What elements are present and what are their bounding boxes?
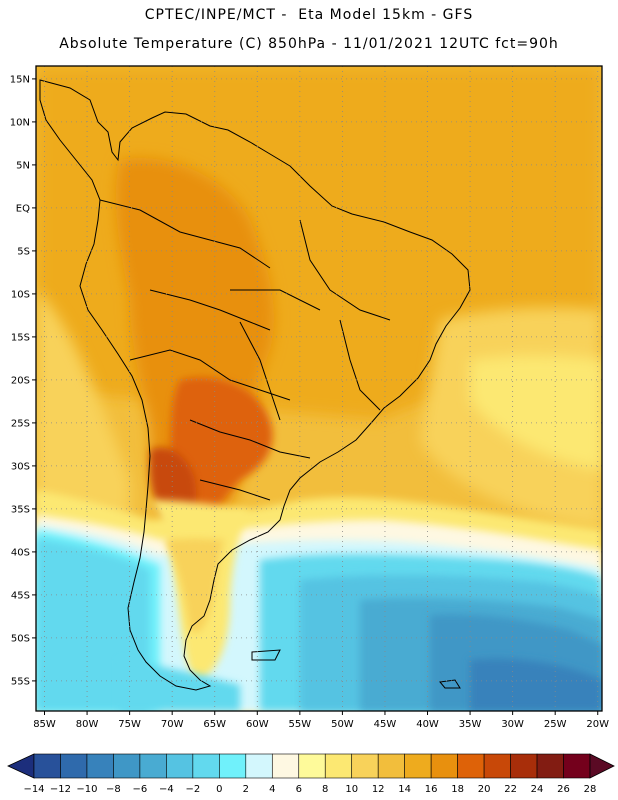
continent-outline bbox=[39, 79, 471, 691]
colorbar-tick-label: −14 bbox=[23, 784, 44, 795]
colorbar-tick-label: 10 bbox=[345, 784, 358, 795]
colorbar-tick-label: −12 bbox=[50, 784, 71, 795]
lat-label: 5N bbox=[16, 160, 30, 171]
colorbar-tick-label: −8 bbox=[106, 784, 121, 795]
colorbar-cell bbox=[245, 753, 273, 779]
lon-label: 60W bbox=[246, 719, 269, 730]
colorbar-cell bbox=[483, 753, 511, 779]
colorbar-tick-label: 0 bbox=[216, 784, 222, 795]
colorbar-tick-label: 16 bbox=[425, 784, 438, 795]
lat-label: EQ bbox=[16, 203, 30, 214]
lat-label: 30S bbox=[11, 461, 30, 472]
colorbar-cell bbox=[298, 753, 326, 779]
colorbar-cell bbox=[86, 753, 114, 779]
lon-label: 50W bbox=[331, 719, 354, 730]
lon-label: 65W bbox=[203, 719, 226, 730]
lat-label: 10N bbox=[10, 117, 30, 128]
lat-label: 5S bbox=[17, 246, 30, 257]
colorbar-cell bbox=[351, 753, 379, 779]
colorbar-tick-label: −6 bbox=[133, 784, 148, 795]
lon-label: 40W bbox=[416, 719, 439, 730]
lat-label: 40S bbox=[11, 547, 30, 558]
colorbar-cell bbox=[271, 753, 300, 779]
colorbar-cell bbox=[166, 753, 194, 779]
colorbar-cell bbox=[404, 753, 432, 779]
lon-label: 45W bbox=[374, 719, 397, 730]
colorbar-tick-label: 12 bbox=[372, 784, 385, 795]
colorbar-cell bbox=[219, 753, 247, 779]
lon-label: 35W bbox=[459, 719, 482, 730]
colorbar-cell bbox=[563, 753, 591, 779]
colorbar-cell bbox=[113, 753, 141, 779]
map-title-line-2: Absolute Temperature (C) 850hPa - 11/01/… bbox=[59, 36, 559, 52]
colorbar-tick-label: 8 bbox=[322, 784, 328, 795]
colorbar-cell bbox=[457, 753, 485, 779]
lon-label: 75W bbox=[118, 719, 141, 730]
temperature-map: 15N 10N 5N EQ 5S 10S 15S 20S 25S 30S 35S 40S 45S 50S 5… bbox=[10, 65, 609, 730]
colorbar-tick-label: −10 bbox=[76, 784, 97, 795]
colorbar-tick-label: 24 bbox=[531, 784, 544, 795]
colorbar-cell bbox=[430, 753, 458, 779]
colorbar-tick-label: 6 bbox=[296, 784, 302, 795]
lon-label: 80W bbox=[76, 719, 99, 730]
latitude-labels: 15N 10N 5N EQ 5S 10S 15S 20S 25S 30S 35S 40S 45S 50S 5… bbox=[10, 74, 36, 687]
colorbar-cell bbox=[139, 753, 167, 779]
colorbar-cell bbox=[33, 753, 61, 779]
lat-label: 10S bbox=[11, 289, 30, 300]
colorbar-right-arrow bbox=[589, 753, 615, 779]
colorbar-tick-label: 2 bbox=[243, 784, 249, 795]
lat-label: 25S bbox=[11, 418, 30, 429]
colorbar-tick-label: −2 bbox=[185, 784, 200, 795]
lat-label: 50S bbox=[11, 633, 30, 644]
lat-label: 45S bbox=[11, 590, 30, 601]
colorbar-tick-label: 26 bbox=[557, 784, 570, 795]
colorbar-tick-label: 4 bbox=[269, 784, 275, 795]
colorbar-tick-label: 22 bbox=[504, 784, 517, 795]
colorbar-tick-label: −4 bbox=[159, 784, 174, 795]
lat-label: 15N bbox=[10, 74, 30, 85]
lat-label: 15S bbox=[11, 332, 30, 343]
colorbar: −14 −12 −10 −8 −6 −4 −2 0 2 4 6 8 10 12 14 16 18 20 22 24 26… bbox=[7, 753, 615, 795]
longitude-labels: 85W 80W 75W 70W 65W 60W 55W 50W 45W 40W 35W 30W 25W 2… bbox=[33, 711, 609, 730]
lat-label: 20S bbox=[11, 375, 30, 386]
colorbar-cell bbox=[60, 753, 88, 779]
colorbar-cell bbox=[510, 753, 538, 779]
plot-frame bbox=[35, 65, 603, 712]
colorbar-tick-label: 20 bbox=[478, 784, 491, 795]
colorbar-tick-label: 28 bbox=[584, 784, 597, 795]
lon-label: 30W bbox=[501, 719, 524, 730]
colorbar-cell bbox=[536, 753, 564, 779]
temperature-field bbox=[36, 66, 602, 711]
colorbar-left-arrow bbox=[7, 753, 35, 779]
colorbar-cell bbox=[192, 753, 220, 779]
lon-label: 55W bbox=[289, 719, 312, 730]
lon-label: 20W bbox=[586, 719, 609, 730]
lon-label: 70W bbox=[161, 719, 184, 730]
lon-label: 85W bbox=[33, 719, 56, 730]
lat-label: 55S bbox=[11, 676, 30, 687]
map-title-line-1: CPTEC/INPE/MCT - Eta Model 15km - GFS bbox=[144, 7, 474, 23]
colorbar-cell bbox=[377, 753, 405, 779]
colorbar-tick-label: 14 bbox=[398, 784, 411, 795]
lon-label: 25W bbox=[544, 719, 567, 730]
colorbar-cell bbox=[324, 753, 353, 779]
lat-label: 35S bbox=[11, 504, 30, 515]
colorbar-tick-label: 18 bbox=[451, 784, 464, 795]
